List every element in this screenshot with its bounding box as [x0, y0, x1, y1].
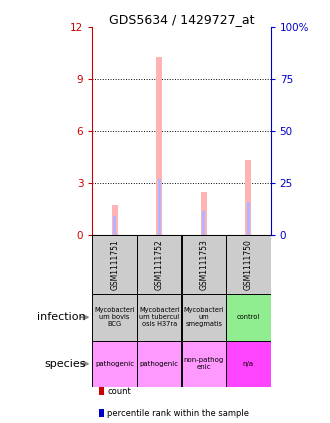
Text: pathogenic: pathogenic: [95, 361, 134, 367]
Bar: [245, 160, 251, 235]
Text: control: control: [237, 314, 260, 320]
Text: n/a: n/a: [243, 361, 254, 367]
Title: GDS5634 / 1429727_at: GDS5634 / 1429727_at: [109, 14, 254, 26]
Text: GSM1111753: GSM1111753: [199, 239, 208, 290]
Bar: [137, 294, 182, 341]
Text: pathogenic: pathogenic: [140, 361, 179, 367]
Bar: [201, 192, 207, 235]
Bar: [92, 341, 137, 387]
Bar: [182, 235, 226, 294]
Text: percentile rank within the sample: percentile rank within the sample: [107, 409, 249, 418]
Bar: [226, 235, 271, 294]
Bar: [247, 202, 250, 235]
Text: non-pathog
enic: non-pathog enic: [184, 357, 224, 370]
Bar: [137, 235, 182, 294]
Text: infection: infection: [37, 312, 86, 322]
Text: Mycobacteri
um
smegmatis: Mycobacteri um smegmatis: [183, 307, 224, 327]
Bar: [182, 294, 226, 341]
Bar: [226, 294, 271, 341]
Bar: [202, 211, 206, 235]
Bar: [92, 294, 137, 341]
Text: count: count: [107, 387, 131, 396]
Bar: [226, 341, 271, 387]
Bar: [92, 235, 137, 294]
Text: GSM1111751: GSM1111751: [110, 239, 119, 290]
Text: GSM1111750: GSM1111750: [244, 239, 253, 290]
Bar: [113, 216, 116, 235]
Bar: [137, 341, 182, 387]
Text: Mycobacteri
um bovis
BCG: Mycobacteri um bovis BCG: [94, 307, 135, 327]
Text: species: species: [44, 359, 86, 369]
Bar: [182, 341, 226, 387]
Text: Mycobacteri
um tubercul
osis H37ra: Mycobacteri um tubercul osis H37ra: [139, 307, 180, 327]
Bar: [112, 206, 118, 235]
Text: GSM1111752: GSM1111752: [155, 239, 164, 290]
Bar: [157, 179, 161, 235]
Bar: [156, 57, 162, 235]
